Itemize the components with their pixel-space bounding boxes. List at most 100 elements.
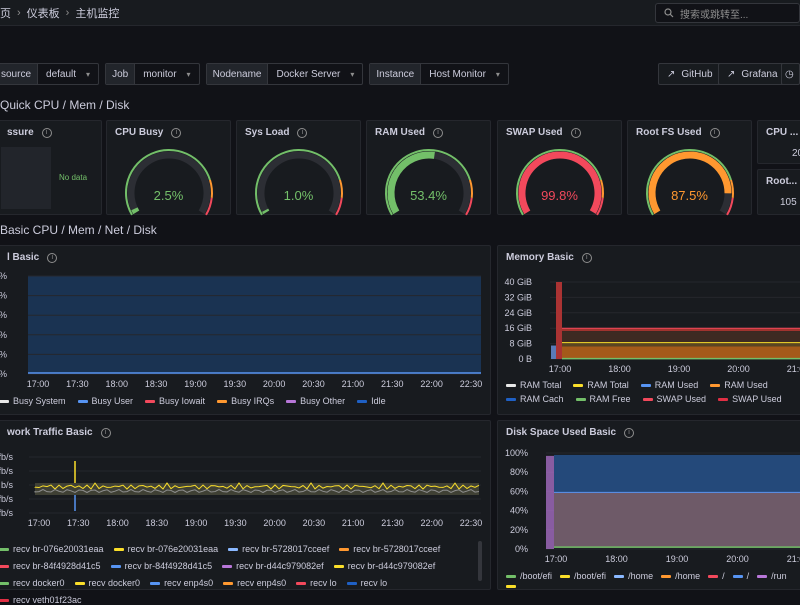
- legend-item[interactable]: recv enp4s0: [223, 578, 286, 588]
- legend-label: SWAP Used: [732, 394, 782, 404]
- time-picker-button[interactable]: ◷: [781, 63, 800, 85]
- legend-item[interactable]: recv docker0: [74, 578, 140, 588]
- variable-nodename[interactable]: Nodename Docker Server ▾: [205, 63, 364, 85]
- legend-item[interactable]: /boot/efi: [560, 571, 606, 581]
- y-tick-label: 20%: [510, 525, 528, 535]
- gauge-threshold-green: [255, 149, 341, 216]
- legend-item[interactable]: /: [732, 571, 749, 581]
- x-tick-label: 20:00: [263, 518, 286, 528]
- legend-item[interactable]: /: [708, 571, 725, 581]
- grafana-link-label: Grafana: [741, 68, 778, 80]
- legend-item[interactable]: recv br-d44c979082ef: [333, 561, 435, 571]
- legend-item[interactable]: /home: [661, 571, 700, 581]
- legend-item[interactable]: recv br-d44c979082ef: [222, 561, 324, 571]
- legend-item[interactable]: recv enp4s0: [150, 578, 213, 588]
- chart-legend: /boot/efi/boot/efi/home/home / / /run: [506, 571, 800, 588]
- legend-item[interactable]: Busy Other: [286, 396, 345, 406]
- legend-item[interactable]: Busy System: [0, 396, 66, 406]
- row-quick[interactable]: Quick CPU / Mem / Disk: [0, 98, 129, 112]
- search-input[interactable]: 搜索或跳转至...: [655, 3, 800, 23]
- cpu-basic-panel: l Basic i %%%%%% 17:00 17:30 18:00 18:30 19:00…: [0, 245, 491, 415]
- legend-scrollbar[interactable]: [478, 541, 482, 581]
- legend-swatch: [77, 399, 88, 403]
- legend-item[interactable]: SWAP Used: [718, 394, 782, 404]
- x-tick-label: 20:00: [727, 364, 750, 374]
- panel-title-text: RAM Used: [375, 127, 426, 138]
- panel-title-text: SWAP Used: [506, 127, 563, 138]
- variable-select[interactable]: monitor ▾: [135, 64, 198, 84]
- info-icon: i: [297, 127, 308, 138]
- variable-datasource[interactable]: source default ▾: [0, 63, 100, 85]
- info-icon: i: [41, 127, 52, 138]
- variable-select[interactable]: Docker Server ▾: [268, 64, 362, 84]
- variable-select[interactable]: Host Monitor ▾: [421, 64, 508, 84]
- legend-item[interactable]: recv lo: [346, 578, 387, 588]
- legend-item[interactable]: Busy User: [77, 396, 133, 406]
- legend-item[interactable]: Busy IRQs: [217, 396, 274, 406]
- cpu-basic-chart[interactable]: %%%%%% 17:00 17:30 18:00 18:30 19:00 19:30 20:0…: [0, 246, 492, 416]
- legend-item[interactable]: recv lo: [296, 578, 337, 588]
- x-tick-label: 22:00: [420, 518, 443, 528]
- chevron-down-icon: ▾: [495, 69, 500, 79]
- legend-item[interactable]: recv br-84f4928d41c5: [110, 561, 212, 571]
- info-icon: i: [709, 127, 720, 138]
- gauge-value: 87.5%: [671, 188, 708, 203]
- legend-item[interactable]: RAM Free: [575, 394, 631, 404]
- grafana-link-button[interactable]: ↗ Grafana: [718, 63, 787, 85]
- legend-item[interactable]: recv br-5728017cceef: [339, 544, 440, 554]
- legend-item[interactable]: [506, 585, 520, 588]
- network-traffic-chart[interactable]: fb/s fb/s b/s fb/s fb/s 17:00 17:30 18:00 18:30 1…: [0, 421, 492, 591]
- panel-title-text: l Basic: [7, 252, 40, 263]
- legend-label: recv br-5728017cceef: [242, 544, 330, 554]
- memory-basic-chart[interactable]: 40 GiB 32 GiB 24 GiB 16 GiB 8 GiB 0 B 17:00 18:…: [498, 246, 800, 416]
- legend-swatch: [614, 574, 625, 578]
- y-tick-label: 80%: [510, 467, 528, 477]
- legend-item[interactable]: recv br-076e20031eaa: [113, 544, 218, 554]
- legend-item[interactable]: recv veth01f23ac: [0, 595, 82, 605]
- gauge-panel-ram-used: RAM Used i 53.4%: [366, 120, 491, 216]
- panel-title: Sys Load i: [245, 127, 308, 138]
- root-fs-stat-panel: Root... 105: [757, 169, 800, 215]
- y-tick-label: 32 GiB: [504, 292, 532, 302]
- breadcrumb-separator-icon: ›: [17, 6, 21, 19]
- breadcrumb-home[interactable]: 页: [0, 7, 11, 20]
- legend-item[interactable]: /boot/efi: [506, 571, 552, 581]
- legend-item[interactable]: RAM Used: [710, 380, 768, 390]
- disk-space-chart[interactable]: 100% 80% 60% 40% 20% 0% 17:00 18:00 19:00 20:00 21…: [498, 421, 800, 591]
- info-icon: i: [581, 252, 592, 263]
- variable-value: default: [46, 68, 77, 80]
- variable-instance[interactable]: Instance Host Monitor ▾: [369, 63, 509, 85]
- legend-swatch: [357, 399, 368, 403]
- gauge-fill: [262, 208, 270, 215]
- legend-item[interactable]: RAM Total: [506, 380, 561, 390]
- variable-select[interactable]: default ▾: [38, 64, 98, 84]
- row-basic[interactable]: Basic CPU / Mem / Net / Disk: [0, 223, 157, 237]
- legend-item[interactable]: recv br-5728017cceef: [228, 544, 329, 554]
- legend-item[interactable]: Busy Iowait: [145, 396, 205, 406]
- legend-item[interactable]: SWAP Used: [642, 394, 706, 404]
- legend-swatch: [732, 574, 743, 578]
- legend-item[interactable]: recv br-076e20031eaa: [0, 544, 104, 554]
- legend-item[interactable]: RAM Cach: [506, 394, 564, 404]
- github-link-button[interactable]: ↗ GitHub: [658, 63, 722, 85]
- legend-item[interactable]: /run: [757, 571, 787, 581]
- search-placeholder: 搜索或跳转至...: [680, 9, 749, 21]
- legend-item[interactable]: Idle: [357, 396, 386, 406]
- gauge-value: 99.8%: [541, 188, 578, 203]
- legend-item[interactable]: RAM Used: [640, 380, 698, 390]
- top-bar: 页 › 仪表板 › 主机监控 搜索或跳转至...: [0, 0, 800, 26]
- legend-item[interactable]: recv br-84f4928d41c5: [0, 561, 101, 571]
- gauge-threshold-red: [726, 197, 734, 216]
- chevron-down-icon: ▾: [86, 69, 91, 79]
- legend-swatch: [346, 581, 357, 585]
- legend-swatch: [217, 399, 228, 403]
- legend-item[interactable]: recv docker0: [0, 578, 65, 588]
- panel-title: ssure i: [7, 127, 52, 138]
- legend-item[interactable]: RAM Total: [573, 380, 629, 390]
- x-tick-label: 22:00: [420, 379, 443, 389]
- variable-job[interactable]: Job monitor ▾: [105, 63, 200, 85]
- legend-item[interactable]: /home: [614, 571, 653, 581]
- variable-label: source: [0, 64, 39, 84]
- breadcrumb-dashboards[interactable]: 仪表板: [26, 7, 60, 20]
- row-title: Basic CPU / Mem / Net / Disk: [0, 223, 157, 237]
